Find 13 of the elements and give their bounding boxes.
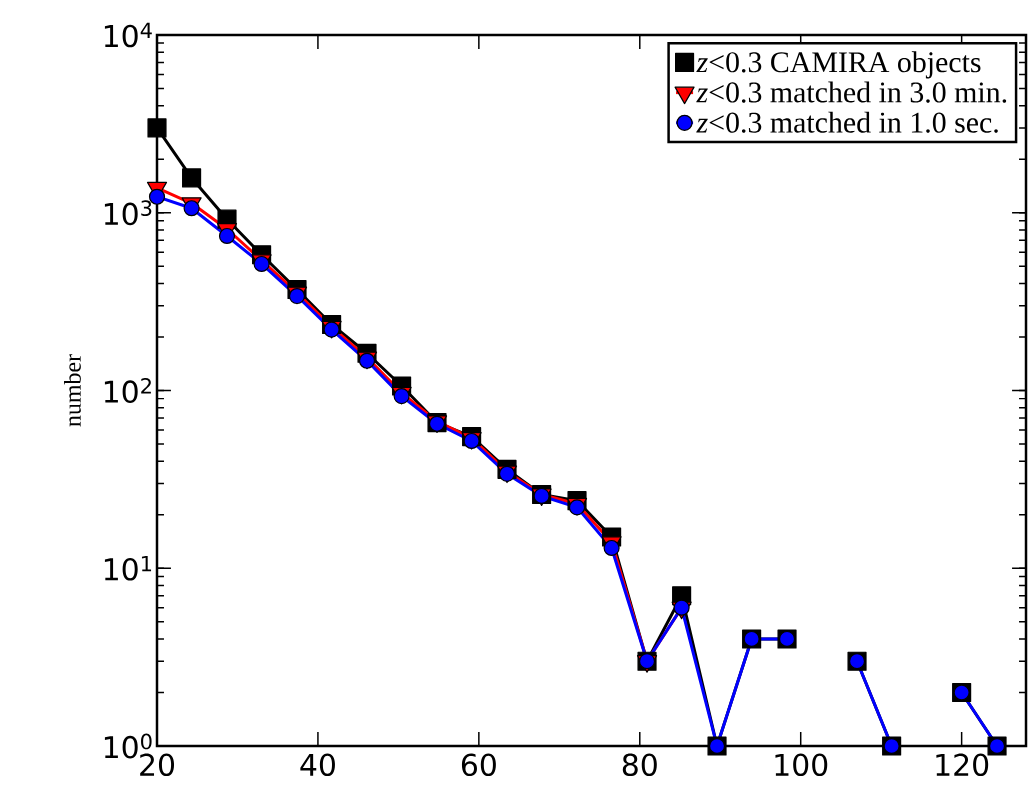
- x-tick-label: 120: [936, 753, 989, 777]
- x-tick-label: 80: [622, 753, 657, 777]
- y-tick-label: 10$^{2}$: [104, 378, 151, 403]
- y-tick-label: 10$^{1}$: [104, 555, 152, 581]
- legend-label: z<0.3 matched in 1.0 sec.: [696, 111, 998, 133]
- legend-label: z<0.3 CAMIRA objects: [696, 51, 981, 79]
- x-tick-label: 40: [300, 753, 335, 777]
- y-tick-label: 10$^{3}$: [104, 200, 152, 226]
- x-tick-label: 60: [461, 753, 496, 777]
- y-axis-title: number: [64, 354, 81, 427]
- legend-label: z<0.3 matched in 3.0 min.: [696, 81, 1007, 103]
- x-tick-label: 100: [775, 753, 828, 777]
- y-tick-label: 10$^{4}$: [104, 22, 152, 48]
